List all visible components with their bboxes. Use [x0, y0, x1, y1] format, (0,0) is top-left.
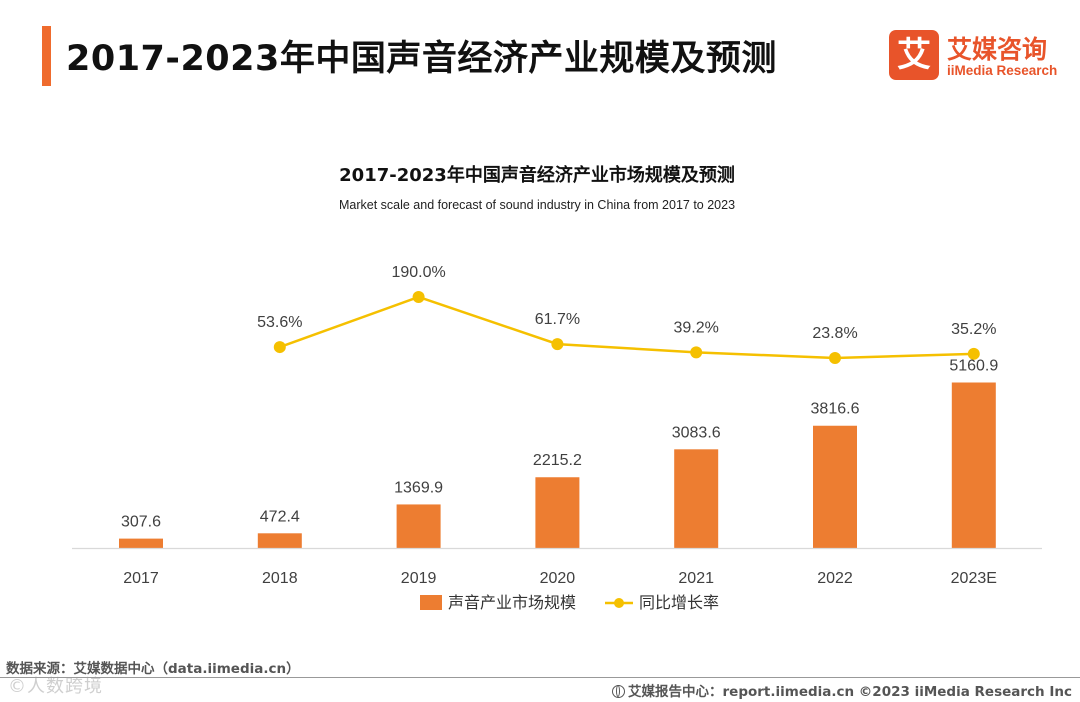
- growth-point-2020: [551, 338, 564, 351]
- logo-english-name: iiMedia Research: [947, 63, 1058, 78]
- bar-2020: [535, 477, 580, 549]
- growth-point-2022: [829, 352, 841, 364]
- market-scale-chart: 2017-2023年中国声音经济产业市场规模及预测 Market scale a…: [72, 164, 1042, 612]
- page-title: 2017-2023年中国声音经济产业规模及预测: [66, 39, 777, 79]
- legend-line-label: 同比增长率: [639, 593, 719, 612]
- growth-label-2021: 39.2%: [674, 319, 719, 336]
- bar-2018: [257, 533, 302, 549]
- footer-divider: [0, 677, 1080, 678]
- chart-subtitle: Market scale and forecast of sound indus…: [339, 198, 735, 212]
- title-accent-bar: [42, 26, 51, 86]
- growth-point-2019: [412, 291, 425, 303]
- watermark: ©人数跨境: [8, 676, 103, 697]
- footer-credit-text: 艾媒报告中心：report.iimedia.cn ©2023 iiMedia R…: [628, 684, 1072, 700]
- growth-point-2023E: [967, 347, 980, 360]
- bar-label-2023E: 5160.9: [949, 358, 998, 375]
- x-tick-2021: 2021: [678, 570, 714, 587]
- growth-label-2019: 190.0%: [391, 264, 445, 281]
- bar-label-2019: 1369.9: [394, 479, 443, 496]
- bar-2019: [396, 504, 441, 549]
- growth-point-2021: [690, 346, 703, 359]
- legend-bar-swatch: [420, 595, 442, 610]
- growth-label-2020: 61.7%: [535, 311, 580, 328]
- data-source-note: 数据来源：艾媒数据中心（data.iimedia.cn）: [6, 661, 300, 677]
- bar-label-2021: 3083.6: [672, 424, 721, 441]
- legend-line-marker: [614, 598, 624, 608]
- bar-label-2022: 3816.6: [811, 401, 860, 418]
- x-tick-2018: 2018: [262, 570, 298, 587]
- x-tick-2019: 2019: [401, 570, 437, 587]
- growth-label-2018: 53.6%: [257, 314, 302, 331]
- bar-label-2018: 472.4: [260, 508, 300, 525]
- chart-title: 2017-2023年中国声音经济产业市场规模及预测: [339, 164, 735, 186]
- bar-2023E: [951, 382, 996, 549]
- bar-2022: [813, 425, 857, 549]
- footer-credit: 艾媒报告中心：report.iimedia.cn ©2023 iiMedia R…: [612, 680, 1072, 700]
- x-tick-2017: 2017: [123, 570, 159, 587]
- logo-mark: 艾: [889, 30, 939, 80]
- bar-2017: [119, 538, 163, 549]
- x-tick-2023E: 2023E: [951, 570, 997, 587]
- growth-rate-line: [279, 295, 974, 360]
- growth-point-2018: [273, 341, 286, 354]
- globe-icon: [612, 685, 625, 698]
- legend-bar-label: 声音产业市场规模: [448, 593, 576, 612]
- growth-label-2022: 23.8%: [812, 325, 857, 342]
- x-tick-2022: 2022: [817, 570, 853, 587]
- bar-2021: [674, 449, 719, 549]
- logo-chinese-name: 艾媒咨询: [947, 35, 1048, 64]
- bar-label-2017: 307.6: [121, 514, 161, 531]
- x-tick-2020: 2020: [540, 570, 576, 587]
- iimedia-logo: 艾 艾媒咨询 iiMedia Research: [889, 30, 1069, 82]
- bar-label-2020: 2215.2: [533, 452, 582, 469]
- growth-label-2023E: 35.2%: [951, 321, 996, 338]
